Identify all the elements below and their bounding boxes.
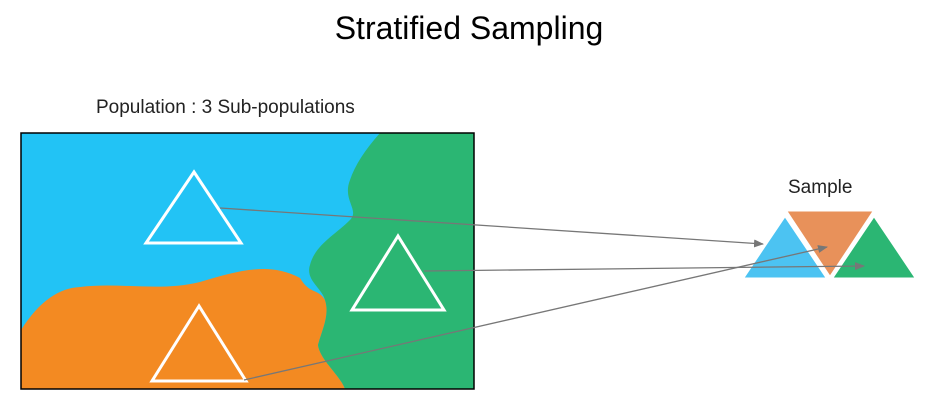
sub-population-green [309,133,474,389]
sample-group [739,208,920,281]
arrow-blue-to-sample [219,207,764,248]
population-box [21,133,474,389]
sample-orange-triangle [782,208,878,281]
arrow-orange-to-sample [243,245,828,381]
orange-stratum-triangle [149,303,249,383]
blue-stratum-triangle [143,169,244,245]
sample-label: Sample [788,177,853,198]
population-border [20,132,475,390]
arrow-green-to-sample [423,262,865,272]
page-title: Stratified Sampling [334,10,604,46]
green-stratum-triangle [349,233,447,312]
population-label: Population : 3 Sub-populations [96,97,355,118]
sample-green-triangle [828,212,920,281]
